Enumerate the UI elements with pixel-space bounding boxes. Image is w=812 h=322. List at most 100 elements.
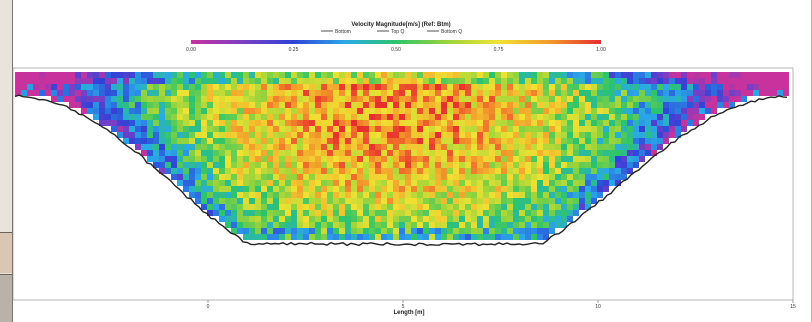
heat-cell: [489, 138, 495, 144]
heat-cell: [81, 90, 87, 96]
heat-cell: [597, 150, 603, 156]
colorbar-tick-label: 1.00: [596, 47, 606, 53]
heat-cell: [291, 210, 297, 216]
heat-cell: [519, 228, 525, 234]
heat-cell: [459, 216, 465, 222]
heat-cell: [627, 72, 633, 78]
heat-cell: [255, 198, 261, 204]
heat-cell: [471, 114, 477, 120]
heat-cell: [321, 150, 327, 156]
heat-cell: [267, 168, 273, 174]
heat-cell: [549, 222, 555, 228]
heat-cell: [363, 192, 369, 198]
heat-cell: [651, 84, 657, 90]
heat-cell: [291, 186, 297, 192]
heat-cell: [423, 210, 429, 216]
heat-cell: [735, 90, 741, 96]
heat-cell: [207, 72, 213, 78]
heat-cell: [483, 96, 489, 102]
heat-cell: [597, 138, 603, 144]
heat-cell: [435, 78, 441, 84]
heat-cell: [387, 234, 393, 240]
heat-cell: [237, 150, 243, 156]
heat-cell: [435, 150, 441, 156]
heat-cell: [603, 144, 609, 150]
heat-cell: [573, 180, 579, 186]
heat-cell: [471, 198, 477, 204]
heat-cell: [489, 156, 495, 162]
heat-cell: [585, 204, 591, 210]
heat-cell: [111, 126, 117, 132]
heat-cell: [441, 234, 447, 240]
heat-cell: [357, 96, 363, 102]
heat-cell: [411, 192, 417, 198]
heat-cell: [363, 96, 369, 102]
heat-cell: [495, 162, 501, 168]
heat-cell: [273, 198, 279, 204]
heat-cell: [465, 84, 471, 90]
heat-cell: [363, 120, 369, 126]
heat-cell: [627, 90, 633, 96]
heat-cell: [507, 156, 513, 162]
heat-cell: [321, 174, 327, 180]
heat-cell: [207, 84, 213, 90]
heat-cell: [195, 72, 201, 78]
heat-cell: [27, 72, 33, 78]
heat-cell: [417, 168, 423, 174]
heat-cell: [333, 186, 339, 192]
heat-cell: [615, 114, 621, 120]
heat-cell: [309, 204, 315, 210]
heat-cell: [273, 168, 279, 174]
heat-cell: [633, 72, 639, 78]
heat-cell: [225, 180, 231, 186]
heat-cell: [537, 168, 543, 174]
heat-cell: [339, 78, 345, 84]
heat-cell: [459, 228, 465, 234]
heat-cell: [291, 150, 297, 156]
heat-cell: [393, 138, 399, 144]
heat-cell: [585, 120, 591, 126]
heat-cell: [507, 102, 513, 108]
heat-cell: [279, 138, 285, 144]
heat-cell: [315, 108, 321, 114]
heat-cell: [159, 132, 165, 138]
heat-cell: [363, 222, 369, 228]
side-panel-tab[interactable]: [0, 232, 12, 273]
heat-cell: [375, 156, 381, 162]
heat-cell: [273, 156, 279, 162]
heat-cell: [243, 180, 249, 186]
heat-cell: [639, 108, 645, 114]
heat-cell: [165, 144, 171, 150]
heat-cell: [153, 126, 159, 132]
heat-cell: [351, 108, 357, 114]
heat-cell: [357, 144, 363, 150]
heat-cell: [639, 120, 645, 126]
heat-cell: [51, 90, 57, 96]
heat-cell: [237, 156, 243, 162]
heat-cell: [285, 126, 291, 132]
heat-cell: [267, 186, 273, 192]
heat-cell: [621, 96, 627, 102]
heat-cell: [111, 72, 117, 78]
heat-cell: [285, 186, 291, 192]
heat-cell: [303, 180, 309, 186]
heat-cell: [405, 216, 411, 222]
heat-cell: [447, 180, 453, 186]
heat-cell: [717, 78, 723, 84]
heat-cell: [513, 228, 519, 234]
heat-cell: [105, 78, 111, 84]
heat-cell: [357, 198, 363, 204]
heat-cell: [399, 174, 405, 180]
heat-cell: [639, 144, 645, 150]
heat-cell: [147, 78, 153, 84]
heat-cell: [189, 174, 195, 180]
heat-cell: [207, 120, 213, 126]
heat-cell: [453, 186, 459, 192]
heat-cell: [483, 204, 489, 210]
heat-cell: [579, 78, 585, 84]
heat-cell: [189, 168, 195, 174]
heat-cell: [105, 96, 111, 102]
heat-cell: [309, 180, 315, 186]
heat-cell: [465, 210, 471, 216]
heat-cell: [477, 168, 483, 174]
